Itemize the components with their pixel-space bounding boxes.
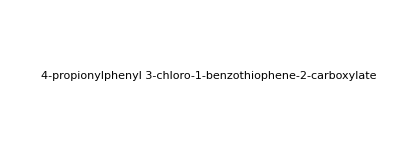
Text: 4-propionylphenyl 3-chloro-1-benzothiophene-2-carboxylate: 4-propionylphenyl 3-chloro-1-benzothioph… <box>41 71 377 81</box>
